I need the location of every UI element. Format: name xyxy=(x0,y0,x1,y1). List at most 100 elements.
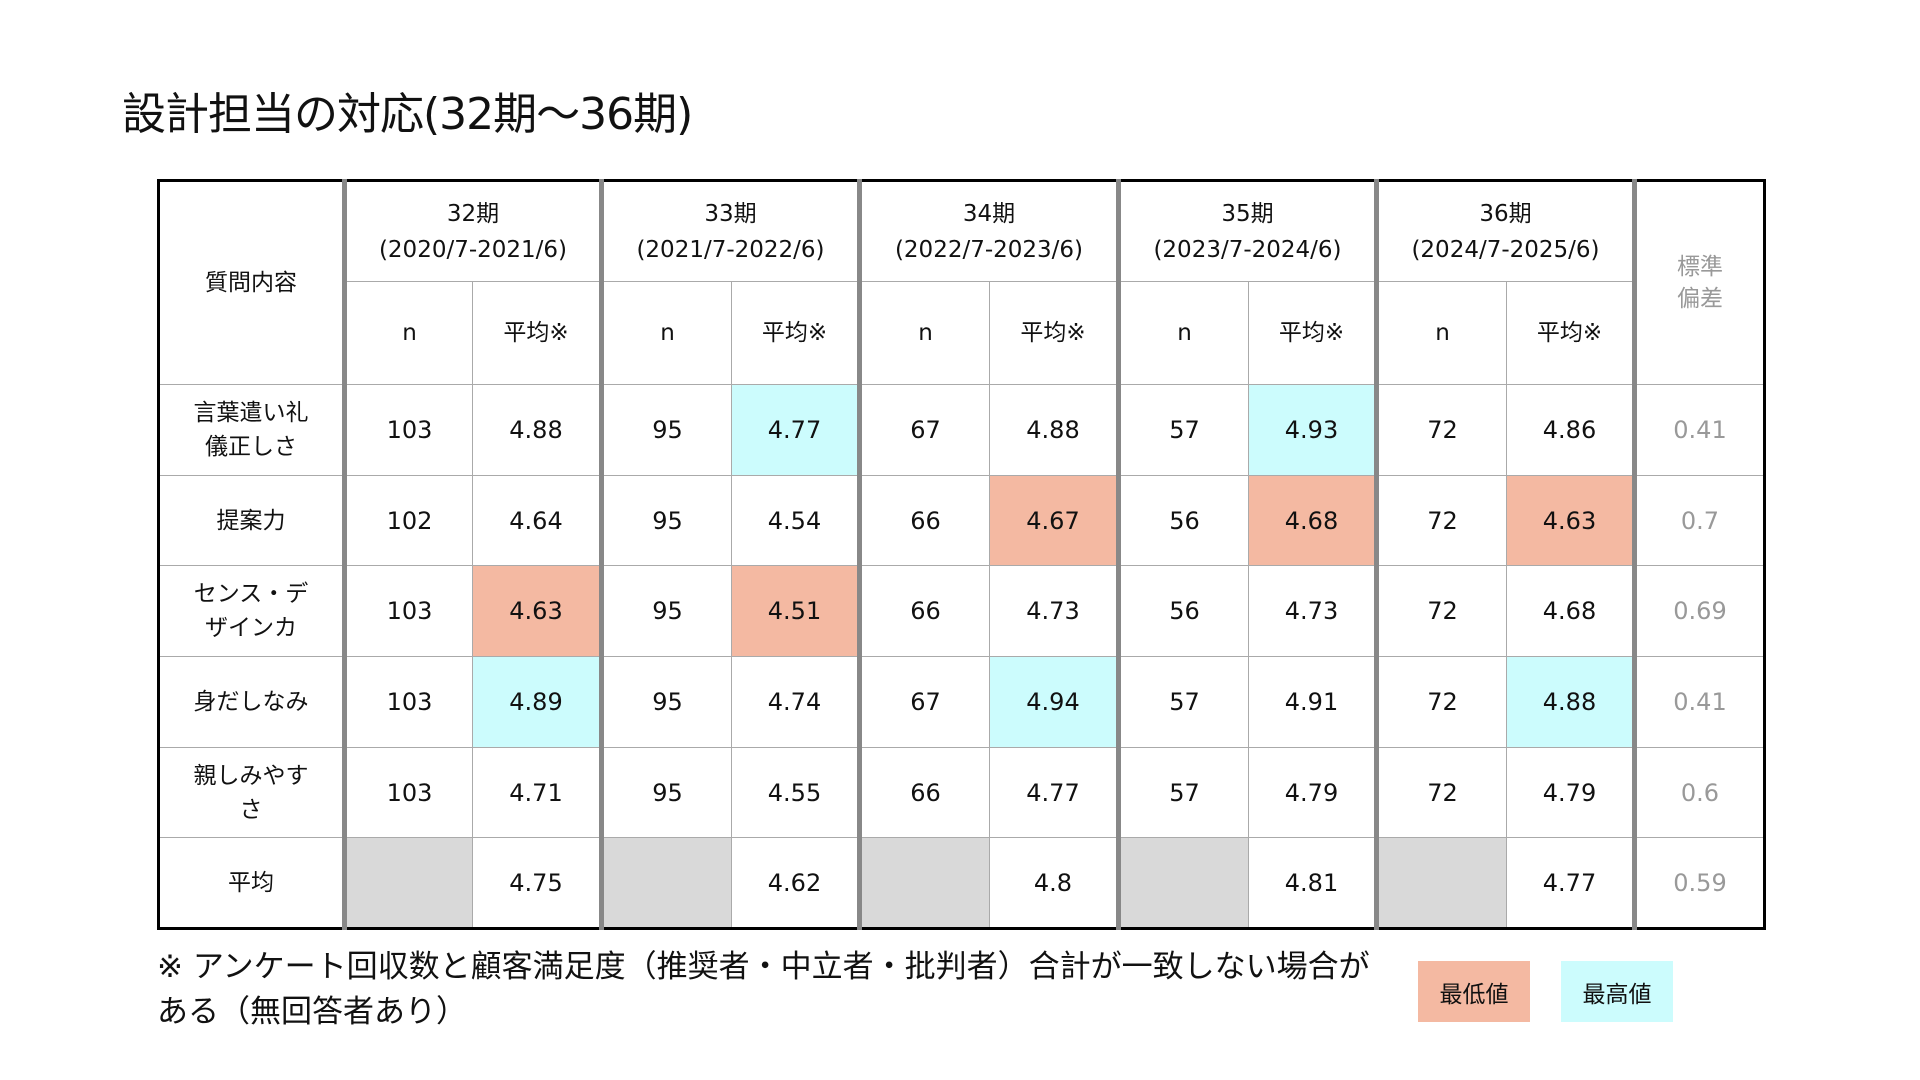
n-header: n xyxy=(1374,281,1507,385)
footnote: ※ アンケート回収数と顧客満足度（推奨者・中立者・批判者）合計が一致しない場合が… xyxy=(157,949,1370,1030)
avg-cell: 4.91 xyxy=(1248,656,1377,748)
n-cell: 66 xyxy=(857,747,990,838)
question-cell: 親しみやすさ xyxy=(158,747,345,838)
page-title: 設計担当の対応(32期～36期) xyxy=(122,89,693,140)
n-cell: 56 xyxy=(1116,475,1249,566)
avg-header: 平均※ xyxy=(472,281,602,385)
n-cell: 95 xyxy=(599,747,732,838)
n-cell xyxy=(857,837,990,929)
n-cell: 67 xyxy=(857,656,990,748)
avg-header: 平均※ xyxy=(731,281,860,385)
question-label: 身だしなみ xyxy=(193,689,309,715)
sd-cell: 0.41 xyxy=(1632,384,1765,476)
avg-cell: 4.81 xyxy=(1248,837,1377,929)
period-name: 34期 xyxy=(962,200,1016,227)
n-cell: 72 xyxy=(1374,747,1507,838)
question-label: 平均 xyxy=(228,869,274,896)
table-row: 親しみやすさ 103 4.71 95 4.55 66 4.77 57 4.79 72 4.79 0.6 xyxy=(158,747,1765,838)
avg-cell: 4.89 xyxy=(472,656,602,748)
n-cell xyxy=(1374,837,1507,929)
question-cell: 身だしなみ xyxy=(158,656,345,748)
n-cell: 56 xyxy=(1116,565,1249,657)
n-header: n xyxy=(857,281,990,385)
n-cell: 67 xyxy=(857,384,990,476)
period-range: (2023/7-2024/6) xyxy=(1153,236,1342,263)
question-label: 親しみやすさ xyxy=(193,762,309,823)
avg-cell: 4.8 xyxy=(989,837,1119,929)
results-table: 質問内容 32期 (2020/7-2021/6) 33期 (2021/7-2022/6… xyxy=(157,179,1766,930)
period-range: (2024/7-2025/6) xyxy=(1411,236,1600,263)
avg-header: 平均※ xyxy=(1506,281,1635,385)
avg-cell: 4.62 xyxy=(731,837,860,929)
avg-cell: 4.63 xyxy=(1506,475,1635,566)
avg-cell: 4.55 xyxy=(731,747,860,838)
avg-cell: 4.79 xyxy=(1506,747,1635,838)
question-cell: 提案力 xyxy=(158,475,345,566)
avg-cell: 4.94 xyxy=(989,656,1119,748)
n-cell: 103 xyxy=(342,565,473,657)
n-header: n xyxy=(342,281,473,385)
sd-cell: 0.7 xyxy=(1632,475,1765,566)
avg-header: 平均※ xyxy=(1248,281,1377,385)
avg-cell: 4.88 xyxy=(1506,656,1635,748)
n-cell: 95 xyxy=(599,565,732,657)
question-label: 言葉遣い礼儀正しさ xyxy=(193,400,309,460)
n-cell: 72 xyxy=(1374,475,1507,566)
period-range: (2021/7-2022/6) xyxy=(636,236,825,263)
table-row: センス・デザインカ 103 4.63 95 4.51 66 4.73 56 4.73 72 4.68… xyxy=(158,565,1765,657)
period-name: 33期 xyxy=(704,200,757,227)
avg-cell: 4.77 xyxy=(989,747,1119,838)
avg-header: 平均※ xyxy=(989,281,1119,385)
period-header: 32期 (2020/7-2021/6) xyxy=(342,180,602,282)
n-cell: 103 xyxy=(342,384,473,476)
n-cell: 72 xyxy=(1374,656,1507,748)
avg-cell: 4.73 xyxy=(1248,565,1377,657)
n-header: n xyxy=(599,281,732,385)
avg-cell: 4.86 xyxy=(1506,384,1635,476)
avg-cell: 4.88 xyxy=(472,384,602,476)
question-cell: センス・デザインカ xyxy=(158,565,345,657)
avg-cell: 4.67 xyxy=(989,475,1119,566)
n-cell: 95 xyxy=(599,475,732,566)
avg-cell: 4.88 xyxy=(989,384,1119,476)
period-header: 34期 (2022/7-2023/6) xyxy=(857,180,1119,282)
avg-cell: 4.54 xyxy=(731,475,860,566)
question-label: センス・デザインカ xyxy=(193,581,309,641)
avg-cell: 4.63 xyxy=(472,565,602,657)
legend-highest: 最高値 xyxy=(1561,961,1673,1022)
n-header: n xyxy=(1116,281,1249,385)
sd-header-label: 標準偏差 xyxy=(1677,254,1723,312)
sd-cell: 0.6 xyxy=(1632,747,1765,838)
n-cell: 72 xyxy=(1374,565,1507,657)
question-cell: 平均 xyxy=(158,837,345,929)
avg-cell: 4.51 xyxy=(731,565,860,657)
avg-cell: 4.79 xyxy=(1248,747,1377,838)
question-header: 質問内容 xyxy=(158,180,345,385)
period-header: 35期 (2023/7-2024/6) xyxy=(1116,180,1377,282)
question-cell: 言葉遣い礼儀正しさ xyxy=(158,384,345,476)
n-cell: 66 xyxy=(857,475,990,566)
avg-cell: 4.75 xyxy=(472,837,602,929)
n-cell: 57 xyxy=(1116,384,1249,476)
table-row: 提案力 102 4.64 95 4.54 66 4.67 56 4.68 72 4.63 0.7 xyxy=(158,475,1765,566)
period-header: 36期 (2024/7-2025/6) xyxy=(1374,180,1635,282)
avg-cell: 4.73 xyxy=(989,565,1119,657)
period-header: 33期 (2021/7-2022/6) xyxy=(599,180,860,282)
avg-cell: 4.68 xyxy=(1506,565,1635,657)
n-cell xyxy=(599,837,732,929)
sd-cell: 0.69 xyxy=(1632,565,1765,657)
avg-cell: 4.64 xyxy=(472,475,602,566)
avg-cell: 4.93 xyxy=(1248,384,1377,476)
n-cell: 95 xyxy=(599,656,732,748)
n-cell: 103 xyxy=(342,656,473,748)
period-name: 32期 xyxy=(446,200,500,227)
legend-lowest: 最低値 xyxy=(1418,961,1530,1022)
n-cell: 57 xyxy=(1116,747,1249,838)
period-range: (2022/7-2023/6) xyxy=(894,236,1084,263)
period-name: 35期 xyxy=(1221,200,1274,227)
sd-header: 標準偏差 xyxy=(1632,180,1765,385)
n-cell: 57 xyxy=(1116,656,1249,748)
avg-cell: 4.68 xyxy=(1248,475,1377,566)
n-cell: 103 xyxy=(342,747,473,838)
period-range: (2020/7-2021/6) xyxy=(378,236,568,263)
